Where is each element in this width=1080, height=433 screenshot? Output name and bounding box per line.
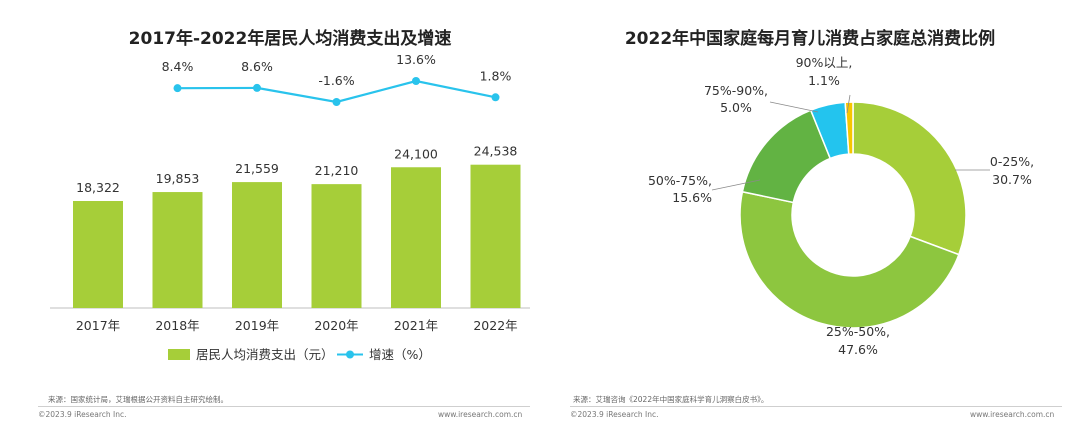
growth-value-label: 1.8%	[480, 68, 512, 83]
left-footer-divider	[38, 406, 530, 407]
bar-value-label: 21,559	[235, 161, 279, 176]
bar	[232, 182, 282, 308]
slice-label: 25%-50%,	[826, 324, 890, 339]
slice-label: 50%-75%,	[648, 173, 712, 188]
donut-slice	[844, 101, 854, 155]
right-source-note: 来源：艾瑞咨询《2022年中国家庭科学育儿洞察白皮书》。	[573, 395, 769, 404]
left-copyright: ©2023.9 iResearch Inc.	[38, 410, 127, 419]
slice-percent: 47.6%	[838, 342, 878, 357]
growth-point	[253, 83, 261, 92]
growth-point	[491, 93, 500, 102]
right-footer-divider	[570, 406, 1062, 407]
left-website: www.iresearch.com.cn	[438, 410, 523, 419]
leader-line	[846, 94, 851, 114]
x-tick-label: 2021年	[394, 318, 438, 333]
slice-label: 90%以上,	[796, 55, 853, 70]
x-tick-label: 2018年	[155, 318, 199, 333]
x-tick-label: 2017年	[76, 318, 120, 333]
bar-value-label: 21,210	[315, 163, 359, 178]
x-tick-label: 2019年	[235, 318, 279, 333]
slice-percent: 30.7%	[992, 172, 1032, 187]
bar	[152, 192, 203, 308]
right-chart-title: 2022年中国家庭每月育儿消费占家庭总消费比例	[624, 29, 996, 49]
growth-value-label: 13.6%	[396, 52, 436, 67]
growth-value-label: 8.6%	[241, 59, 273, 74]
growth-point	[173, 84, 182, 93]
right-website: www.iresearch.com.cn	[970, 410, 1055, 419]
legend-line-marker	[346, 350, 354, 359]
bar-value-label: 24,538	[474, 144, 518, 159]
growth-value-label: -1.6%	[318, 73, 354, 88]
bar	[311, 184, 362, 308]
x-tick-label: 2020年	[314, 318, 358, 333]
bar	[73, 200, 123, 308]
leader-line	[711, 179, 761, 191]
bar	[391, 167, 441, 308]
leader-line	[769, 101, 819, 113]
x-tick-label: 2022年	[473, 318, 517, 333]
left-chart-title: 2017年-2022年居民人均消费支出及增速	[128, 29, 452, 49]
legend-bar-swatch	[168, 349, 190, 360]
slice-percent: 5.0%	[720, 100, 752, 115]
bar-value-label: 18,322	[76, 180, 120, 195]
growth-point	[412, 77, 420, 85]
bar-value-label: 19,853	[156, 171, 200, 186]
legend-bar-label: 居民人均消费支出（元）	[196, 347, 334, 362]
donut-slice	[852, 101, 967, 256]
bar-value-label: 24,100	[394, 146, 438, 161]
slice-label: 75%-90%,	[704, 83, 768, 98]
left-source-note: 来源：国家统计局，艾瑞根据公开资料自主研究绘制。	[48, 395, 228, 404]
slice-label: 0-25%,	[990, 154, 1034, 169]
legend-line-label: 增速（%）	[369, 347, 431, 362]
donut-slice	[739, 190, 960, 329]
right-copyright: ©2023.9 iResearch Inc.	[570, 410, 659, 419]
slice-percent: 1.1%	[808, 73, 840, 88]
slice-percent: 15.6%	[672, 190, 712, 205]
bar	[470, 164, 521, 308]
growth-value-label: 8.4%	[162, 59, 194, 74]
growth-point	[332, 98, 341, 106]
